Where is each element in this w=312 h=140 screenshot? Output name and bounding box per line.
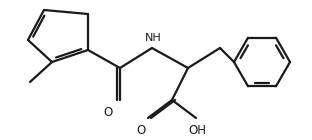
Text: OH: OH (188, 123, 206, 136)
Text: O: O (136, 123, 146, 136)
Text: O: O (103, 106, 113, 118)
Text: NH: NH (145, 33, 161, 43)
